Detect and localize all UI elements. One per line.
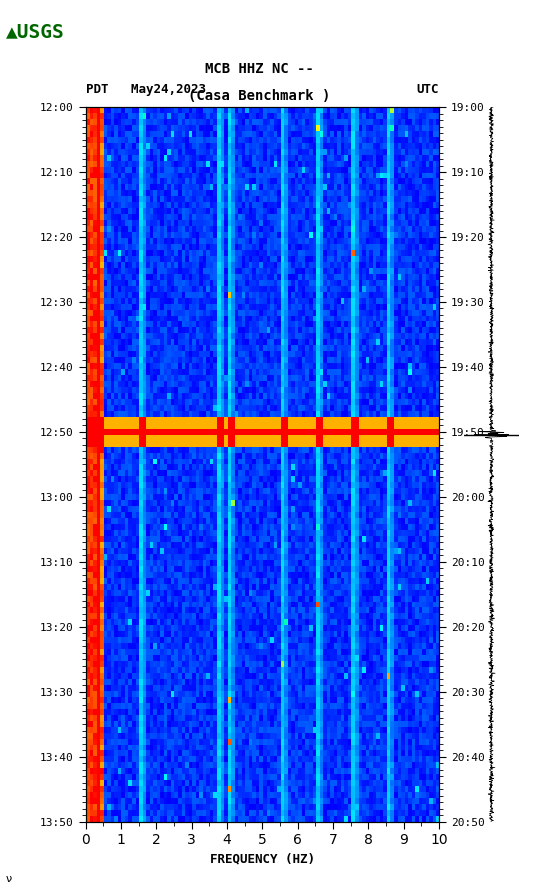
Text: MCB HHZ NC --: MCB HHZ NC -- bbox=[205, 62, 314, 76]
Text: (Casa Benchmark ): (Casa Benchmark ) bbox=[188, 89, 331, 104]
Text: ▲USGS: ▲USGS bbox=[6, 22, 64, 41]
Text: UTC: UTC bbox=[416, 83, 439, 96]
X-axis label: FREQUENCY (HZ): FREQUENCY (HZ) bbox=[210, 853, 315, 866]
Text: PDT   May24,2023: PDT May24,2023 bbox=[86, 83, 205, 96]
Text: ν: ν bbox=[6, 874, 12, 884]
